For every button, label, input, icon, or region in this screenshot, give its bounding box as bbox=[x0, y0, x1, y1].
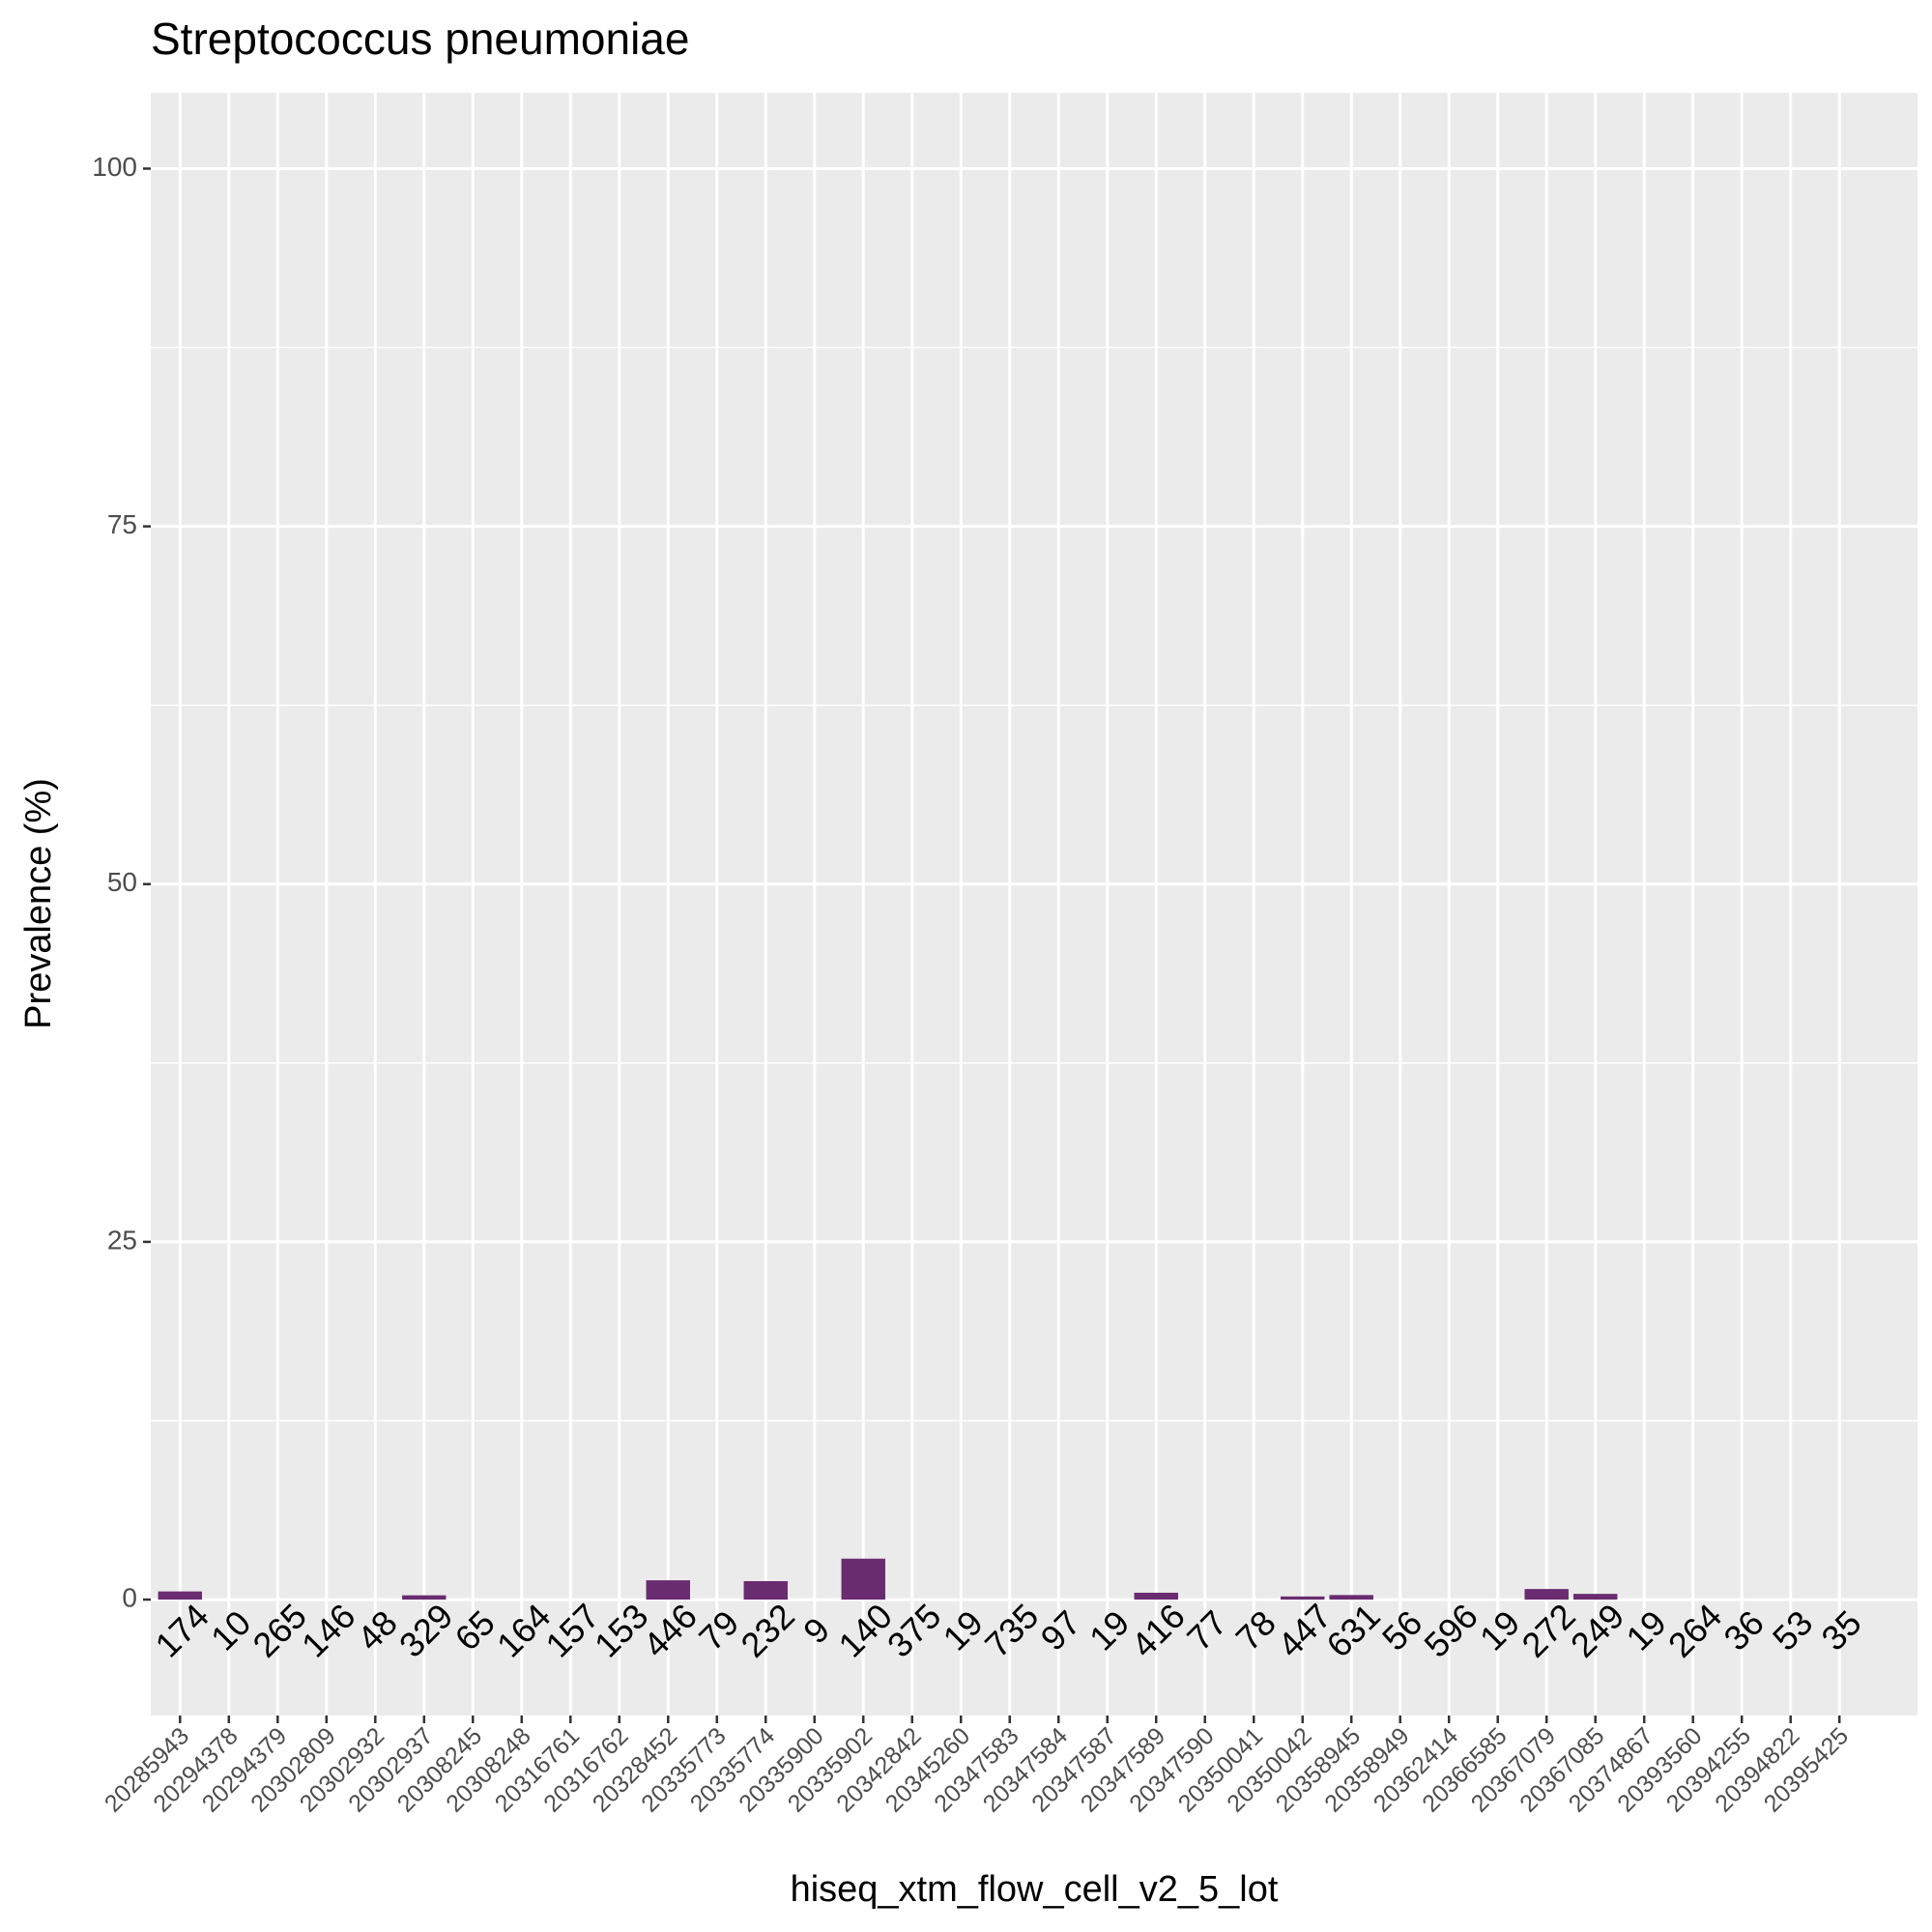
bar bbox=[646, 1580, 690, 1600]
y-tick-label: 75 bbox=[107, 509, 137, 539]
bar bbox=[1281, 1596, 1325, 1600]
bar bbox=[402, 1595, 447, 1600]
bar bbox=[158, 1591, 203, 1600]
bar bbox=[1329, 1595, 1373, 1600]
x-axis-title: hiseq_xtm_flow_cell_v2_5_lot bbox=[791, 1869, 1279, 1910]
y-tick-label: 25 bbox=[107, 1225, 137, 1254]
bar bbox=[1524, 1589, 1569, 1600]
bar bbox=[1572, 1594, 1618, 1600]
panel bbox=[151, 93, 1918, 1716]
y-tick-label: 50 bbox=[107, 867, 137, 897]
y-axis-title: Prevalence (%) bbox=[18, 778, 59, 1029]
bar bbox=[1134, 1592, 1178, 1600]
y-tick-label: 100 bbox=[92, 152, 137, 182]
y-tick-label: 0 bbox=[122, 1582, 137, 1612]
bar bbox=[841, 1558, 885, 1600]
bar bbox=[743, 1580, 788, 1600]
chart-title: Streptococcus pneumoniae bbox=[151, 14, 689, 64]
